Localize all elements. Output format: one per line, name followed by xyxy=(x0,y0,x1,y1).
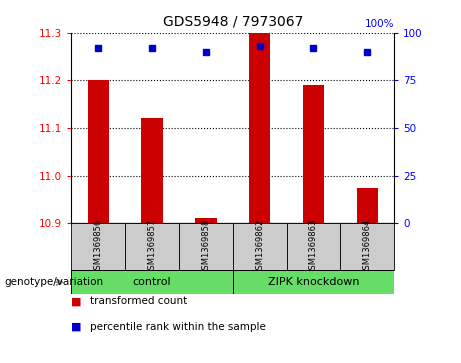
Text: GSM1369862: GSM1369862 xyxy=(255,219,264,275)
Title: GDS5948 / 7973067: GDS5948 / 7973067 xyxy=(163,15,303,29)
Bar xyxy=(179,223,233,270)
Bar xyxy=(233,270,394,294)
Bar xyxy=(249,33,271,223)
Text: GSM1369864: GSM1369864 xyxy=(363,219,372,275)
Bar xyxy=(195,219,217,223)
Text: GSM1369863: GSM1369863 xyxy=(309,219,318,275)
Bar xyxy=(303,85,324,223)
Text: control: control xyxy=(133,277,171,287)
Text: 100%: 100% xyxy=(365,19,394,29)
Text: percentile rank within the sample: percentile rank within the sample xyxy=(90,322,266,332)
Text: GSM1369856: GSM1369856 xyxy=(94,219,103,275)
Text: transformed count: transformed count xyxy=(90,296,187,306)
Bar xyxy=(125,223,179,270)
Bar xyxy=(71,223,125,270)
Bar xyxy=(88,80,109,223)
Text: GSM1369857: GSM1369857 xyxy=(148,219,157,275)
Text: GSM1369858: GSM1369858 xyxy=(201,219,210,275)
Text: ■: ■ xyxy=(71,296,82,306)
Bar xyxy=(71,270,233,294)
Bar xyxy=(356,188,378,223)
Text: genotype/variation: genotype/variation xyxy=(5,277,104,287)
Text: ZIPK knockdown: ZIPK knockdown xyxy=(268,277,359,287)
Bar xyxy=(287,223,340,270)
Text: ■: ■ xyxy=(71,322,82,332)
Bar xyxy=(233,223,287,270)
Bar xyxy=(340,223,394,270)
Bar xyxy=(142,118,163,223)
